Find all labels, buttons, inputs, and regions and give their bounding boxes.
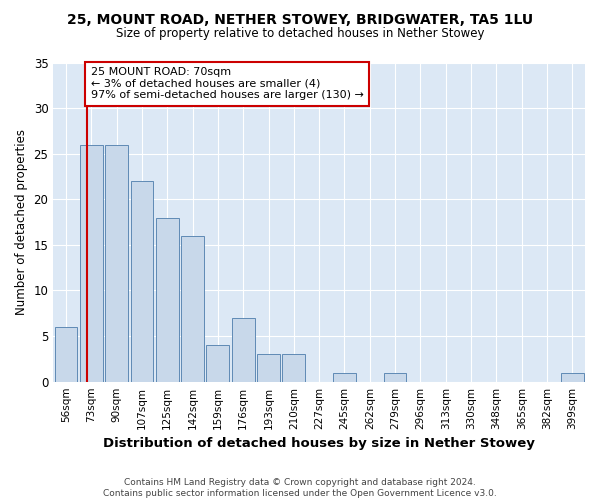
Bar — [156, 218, 179, 382]
Text: 25, MOUNT ROAD, NETHER STOWEY, BRIDGWATER, TA5 1LU: 25, MOUNT ROAD, NETHER STOWEY, BRIDGWATE… — [67, 12, 533, 26]
Bar — [333, 372, 356, 382]
Bar — [206, 345, 229, 382]
X-axis label: Distribution of detached houses by size in Nether Stowey: Distribution of detached houses by size … — [103, 437, 535, 450]
Bar — [384, 372, 406, 382]
Text: Contains HM Land Registry data © Crown copyright and database right 2024.
Contai: Contains HM Land Registry data © Crown c… — [103, 478, 497, 498]
Text: 25 MOUNT ROAD: 70sqm
← 3% of detached houses are smaller (4)
97% of semi-detache: 25 MOUNT ROAD: 70sqm ← 3% of detached ho… — [91, 67, 364, 100]
Bar — [232, 318, 254, 382]
Bar — [561, 372, 584, 382]
Bar — [55, 327, 77, 382]
Bar — [80, 144, 103, 382]
Bar — [257, 354, 280, 382]
Bar — [105, 144, 128, 382]
Y-axis label: Number of detached properties: Number of detached properties — [15, 129, 28, 315]
Bar — [181, 236, 204, 382]
Bar — [283, 354, 305, 382]
Bar — [131, 181, 154, 382]
Text: Size of property relative to detached houses in Nether Stowey: Size of property relative to detached ho… — [116, 28, 484, 40]
